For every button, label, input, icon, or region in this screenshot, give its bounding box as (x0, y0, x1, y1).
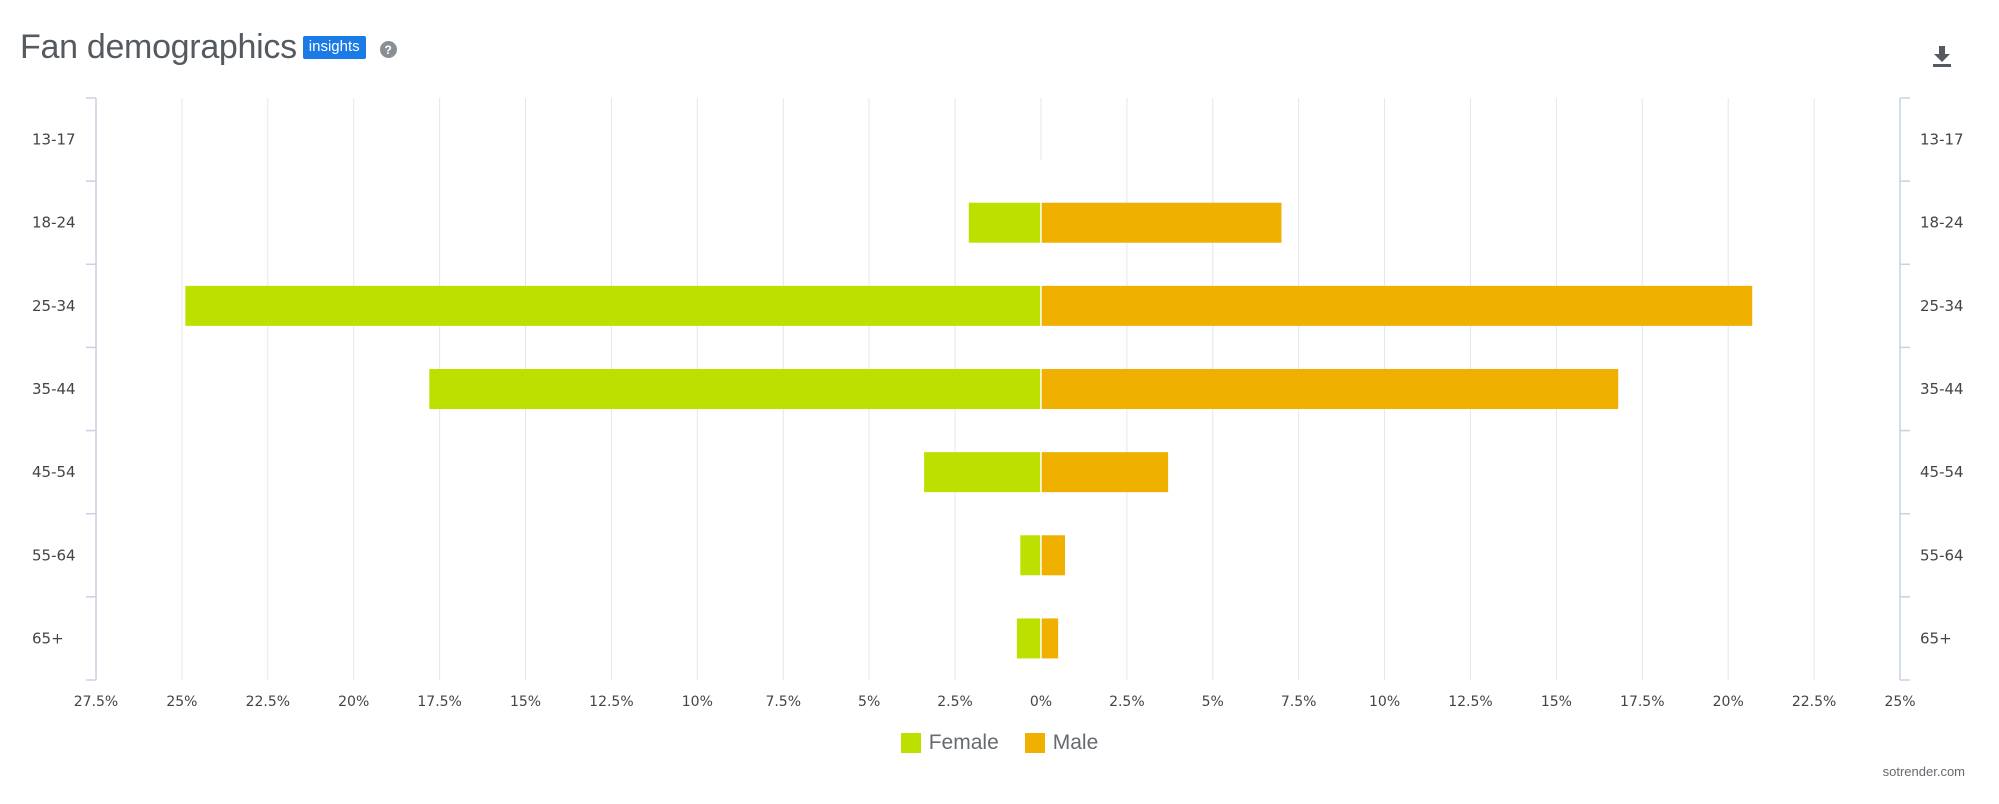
y-category-label-right: 45-54 (1920, 463, 1964, 481)
bar-female (429, 369, 1041, 409)
x-tick-label: 17.5% (417, 694, 461, 710)
x-tick-label: 20% (1713, 694, 1744, 710)
x-tick-label: 2.5% (1109, 694, 1145, 710)
bar-female (968, 202, 1041, 243)
y-category-label-right: 13-17 (1920, 131, 1964, 149)
x-tick-label: 2.5% (937, 694, 973, 710)
y-category-label-right: 65+ (1920, 629, 1952, 647)
legend-item-male[interactable]: Male (1024, 731, 1099, 755)
insights-badge[interactable]: insights (302, 36, 366, 59)
chart-area: 27.5% 25% 22.5% 20% 17.5% 15% 12.5% 10% 7.5% 5% 2.… (32, 97, 1964, 710)
bar-female (1016, 618, 1041, 659)
x-tick-label: 22.5% (1792, 694, 1836, 710)
x-tick-label: 10% (682, 694, 713, 710)
y-category-label-right: 18-24 (1920, 214, 1964, 232)
x-tick-label: 10% (1369, 694, 1400, 710)
bar-male (1040, 202, 1282, 243)
x-tick-label: 15% (1541, 694, 1572, 710)
x-tick-label: 12.5% (589, 694, 633, 710)
credit-link[interactable]: sotrender.com (1882, 764, 1965, 779)
y-category-label-right: 25-34 (1920, 297, 1964, 315)
y-category-label-right: 55-64 (1920, 546, 1964, 564)
x-tick-label: 15% (510, 694, 541, 710)
x-tick-label: 5% (1202, 694, 1224, 710)
y-category-label-left: 18-24 (32, 214, 76, 232)
y-category-label-left: 13-17 (32, 131, 76, 149)
y-category-label-right: 35-44 (1920, 380, 1964, 398)
bar-female (185, 285, 1041, 326)
x-tick-label: 27.5% (74, 694, 118, 710)
chart-header: Fan demographics insights ? (20, 28, 397, 67)
x-tick-label: 17.5% (1620, 694, 1664, 710)
x-tick-label: 7.5% (765, 694, 801, 710)
bar-female (1020, 535, 1041, 576)
x-tick-label: 25% (1884, 694, 1915, 710)
fan-demographics-chart: 27.5% 25% 22.5% 20% 17.5% 15% 12.5% 10% 7.5% 5% 2.… (32, 97, 1964, 710)
bar-male (1040, 369, 1619, 409)
y-category-label-left: 45-54 (32, 463, 76, 481)
bar-male (1040, 618, 1059, 659)
legend-label-female: Female (928, 731, 999, 754)
help-icon[interactable]: ? (379, 41, 397, 58)
x-tick-label: 20% (338, 694, 369, 710)
x-tick-label: 22.5% (246, 694, 290, 710)
y-category-label-left: 65+ (32, 629, 64, 647)
y-category-label-left: 35-44 (32, 380, 76, 398)
x-tick-label: 12.5% (1448, 694, 1492, 710)
chart-title: Fan demographics (20, 28, 297, 66)
download-icon[interactable] (1931, 44, 1953, 68)
y-category-label-left: 25-34 (32, 297, 76, 315)
legend: Female Male (0, 731, 1999, 755)
x-tick-label: 7.5% (1281, 694, 1317, 710)
y-category-label-left: 55-64 (32, 546, 76, 564)
legend-swatch-female (900, 733, 921, 753)
x-tick-label: 5% (858, 694, 880, 710)
legend-label-male: Male (1052, 731, 1099, 754)
bar-male (1040, 535, 1066, 576)
legend-swatch-male (1024, 733, 1045, 753)
bar-male (1040, 285, 1753, 326)
legend-item-female[interactable]: Female (900, 731, 999, 755)
bar-male (1040, 452, 1169, 493)
x-tick-label: 25% (166, 694, 197, 710)
bar-female (924, 452, 1041, 493)
x-tick-label: 0% (1030, 694, 1052, 710)
